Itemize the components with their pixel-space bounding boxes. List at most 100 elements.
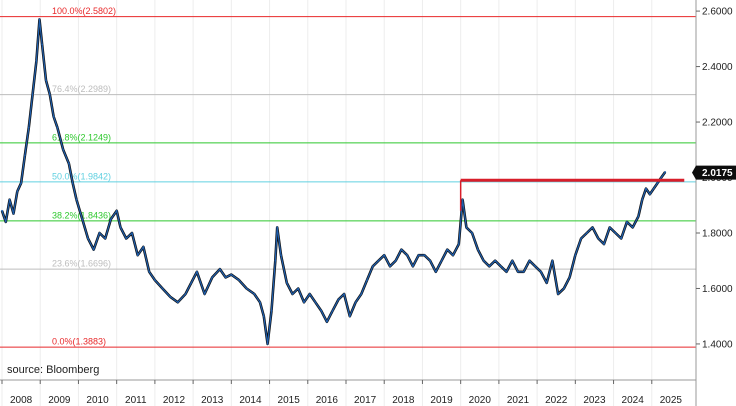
series-point-65 [343, 293, 345, 295]
series-point-18 [71, 182, 74, 185]
series-point-31 [142, 246, 145, 248]
series-point-35 [169, 295, 172, 298]
series-point-17 [68, 162, 70, 165]
series-point-75 [400, 248, 403, 251]
series-point-98 [528, 259, 531, 262]
series-point-1 [4, 221, 7, 223]
series-point-77 [412, 265, 414, 268]
series-point-84 [452, 254, 454, 257]
series-point-0 [1, 209, 3, 212]
series-point-33 [154, 279, 156, 281]
series-point-119 [645, 187, 647, 190]
series-point-88 [471, 232, 473, 234]
last-value-tag: 2.0175 [692, 165, 736, 180]
series-point-94 [505, 270, 508, 273]
series-point-8 [31, 93, 34, 96]
series-point-101 [545, 282, 548, 284]
series-point-64 [337, 298, 340, 301]
x-tick-label-2025: 2025 [660, 395, 683, 406]
series-point-5 [20, 182, 22, 185]
series-point-85 [457, 243, 460, 246]
x-tick-label-2012: 2012 [163, 395, 186, 406]
series-point-82 [440, 259, 443, 262]
series-point-91 [488, 265, 491, 268]
series-point-102 [551, 259, 554, 262]
fib-label-1: 76.4%(2.2989) [52, 84, 111, 94]
last-value-badge [692, 165, 736, 180]
series-point-116 [631, 226, 634, 229]
series-point-108 [585, 232, 588, 234]
source-label: source: Bloomberg [7, 364, 99, 376]
series-point-58 [303, 301, 305, 304]
x-tick-label-2023: 2023 [583, 395, 606, 406]
x-tick-label-2010: 2010 [86, 395, 109, 406]
y-axis: 1.40001.60001.80002.00002.20002.40002.60… [695, 0, 733, 406]
series-point-57 [297, 287, 300, 290]
series-point-49 [262, 315, 265, 318]
series-point-106 [574, 254, 577, 257]
series-point-40 [203, 293, 206, 295]
fib-label-6: 0.0%(1.3883) [52, 337, 106, 347]
series-point-69 [366, 279, 368, 281]
series-point-13 [48, 93, 51, 96]
series-point-42 [219, 268, 221, 270]
series-point-10 [38, 18, 41, 21]
x-tick-label-2017: 2017 [354, 395, 377, 406]
series-point-26 [115, 209, 118, 212]
series-point-48 [259, 301, 261, 304]
series-point-71 [377, 259, 380, 262]
fib-label-5: 23.6%(1.6696) [52, 259, 111, 269]
series-point-11 [41, 43, 43, 46]
series-point-44 [230, 273, 233, 276]
series-point-56 [291, 293, 294, 295]
series-point-99 [534, 265, 537, 268]
series-point-124 [664, 171, 667, 173]
series-point-15 [56, 126, 59, 129]
series-point-55 [285, 282, 288, 284]
y-tick-label-1: 1.6000 [702, 284, 733, 295]
series-point-34 [161, 287, 164, 290]
series-point-83 [446, 248, 449, 251]
series-point-122 [656, 182, 659, 185]
series-point-29 [131, 232, 133, 234]
fib-label-3: 50.0%(1.9842) [52, 171, 111, 181]
series-point-39 [196, 270, 198, 273]
series-point-113 [614, 232, 617, 234]
series-point-67 [354, 301, 357, 304]
series-point-70 [371, 265, 374, 268]
series-point-97 [522, 270, 525, 273]
series-point-104 [563, 287, 565, 290]
y-tick-label-2: 1.8000 [702, 228, 733, 239]
series-point-24 [104, 237, 107, 240]
x-axis: 2008 2009 2010 2011 2012 2013 2014 2015 2016 2017… [0, 379, 696, 406]
series-point-66 [348, 315, 351, 318]
y-tick-label-4: 2.2000 [702, 118, 733, 129]
series-point-96 [517, 270, 519, 273]
series-point-63 [331, 309, 334, 312]
series-point-27 [119, 226, 122, 229]
series-point-21 [87, 237, 89, 240]
x-tick-label-2016: 2016 [316, 395, 339, 406]
last-value-label: 2.0175 [702, 168, 733, 179]
series-point-50 [266, 343, 269, 345]
series-point-36 [176, 301, 179, 304]
x-tick-label-2018: 2018 [392, 395, 415, 406]
series-point-115 [626, 221, 628, 223]
series-point-28 [125, 237, 128, 240]
series-point-52 [274, 259, 277, 262]
series-point-78 [417, 254, 420, 257]
series-point-95 [511, 259, 514, 262]
series-point-87 [465, 226, 468, 229]
series-point-80 [429, 259, 431, 262]
series-point-30 [136, 254, 139, 257]
series-point-100 [540, 270, 542, 273]
series-point-3 [12, 212, 15, 215]
series-point-45 [238, 279, 240, 281]
series-point-6 [24, 154, 26, 157]
series-point-111 [603, 243, 605, 246]
series-point-37 [184, 293, 187, 295]
series-point-12 [45, 79, 47, 82]
series-point-120 [649, 193, 651, 196]
series-point-59 [308, 293, 311, 295]
series-point-93 [499, 265, 502, 268]
